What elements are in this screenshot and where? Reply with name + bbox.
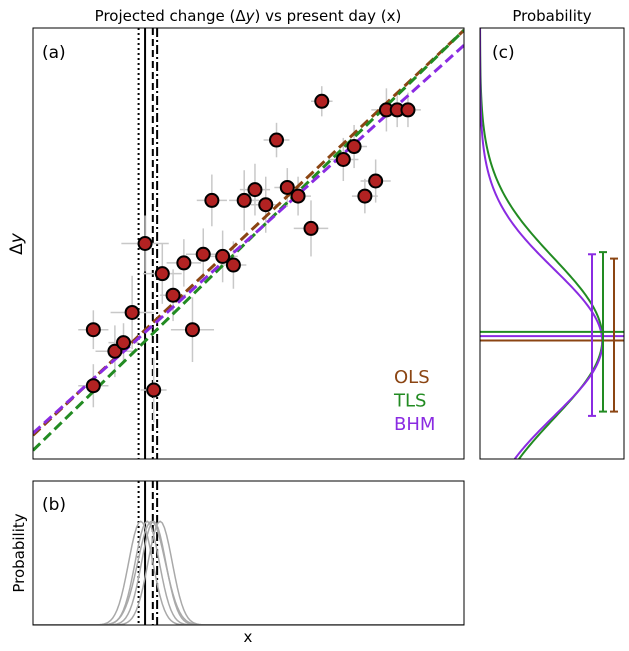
- panel-b-curves: [33, 520, 464, 625]
- panel-c-title: Probability: [512, 7, 591, 25]
- data-point-1: [107, 343, 123, 359]
- data-point-2: [116, 335, 132, 351]
- data-point-10: [184, 322, 200, 338]
- data-point-19: [279, 179, 295, 195]
- data-point-26: [368, 173, 384, 189]
- data-point-18: [269, 132, 285, 148]
- panel-b-frame: [32, 480, 465, 626]
- density-curve-3: [33, 520, 464, 625]
- data-point-6: [137, 236, 153, 251]
- panel-c-label: (c): [492, 43, 515, 63]
- data-point-9: [176, 255, 192, 271]
- data-point-20: [290, 188, 306, 204]
- data-point-5: [146, 382, 162, 398]
- panel-c-frame: [479, 27, 625, 460]
- panel-a-frame: [32, 27, 465, 460]
- density-curve-0: [33, 520, 464, 625]
- panel-a-ylabel: Δy: [7, 232, 27, 255]
- panel-b-vertical-lines: [137, 481, 159, 625]
- data-point-15: [236, 192, 252, 208]
- data-point-16: [247, 182, 263, 198]
- data-point-7: [154, 266, 170, 282]
- density-curve-1: [33, 520, 464, 625]
- panel-a: Projected change (Δy) vs present day (x)…: [7, 7, 465, 460]
- panel-a-title: Projected change (Δy) vs present day (x): [95, 7, 402, 25]
- data-point-11: [195, 246, 211, 262]
- data-point-23: [335, 151, 351, 167]
- legend-tls: TLS: [393, 391, 426, 412]
- panel-b: (b) x Probability: [10, 480, 465, 646]
- data-point-0: [85, 378, 101, 394]
- distribution-bhm: [480, 28, 604, 459]
- density-curve-4: [33, 520, 464, 625]
- data-point-3: [85, 322, 101, 338]
- data-point-17: [258, 197, 274, 213]
- distribution-tls: [480, 28, 604, 459]
- legend-bhm: BHM: [394, 414, 435, 435]
- data-point-13: [215, 248, 231, 264]
- data-point-25: [357, 188, 373, 204]
- data-point-8: [165, 287, 181, 303]
- data-point-14: [225, 257, 241, 273]
- data-point-4: [124, 304, 140, 320]
- panel-b-label: (b): [42, 495, 66, 515]
- panel-a-label: (a): [42, 43, 66, 63]
- panel-b-ylabel: Probability: [10, 513, 28, 592]
- data-point-24: [346, 139, 362, 155]
- density-curve-2: [33, 520, 464, 625]
- data-point-21: [303, 220, 319, 236]
- data-point-22: [314, 93, 330, 109]
- legend-ols: OLS: [394, 367, 430, 388]
- panel-c: Probability (c): [479, 7, 625, 460]
- data-point-12: [204, 192, 220, 208]
- panel-b-xlabel: x: [244, 628, 253, 646]
- panel-a-points: [85, 93, 416, 398]
- panel-c-content: [480, 28, 624, 459]
- data-point-29: [400, 102, 416, 118]
